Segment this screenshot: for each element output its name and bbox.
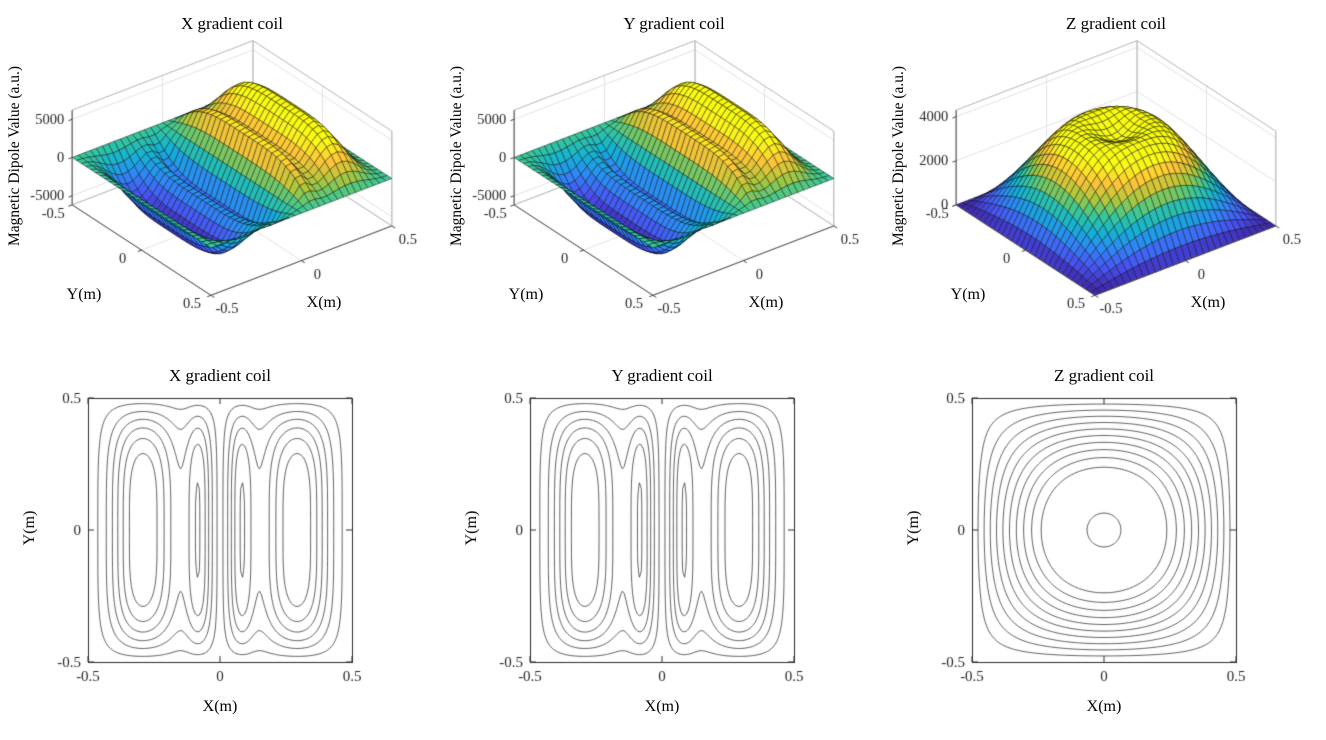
surface-plot-y-canvas — [442, 6, 884, 336]
z-axis-label: Magnetic Dipole Value (a.u.) — [6, 65, 23, 247]
y-axis-label: Y(m) — [463, 510, 480, 546]
plot-title: Z gradient coil — [1053, 366, 1155, 385]
z-axis-label: Magnetic Dipole Value (a.u.) — [448, 65, 465, 247]
plot-title: X gradient coil — [181, 14, 283, 33]
subplot-contour-y-gradient: Y gradient coil X(m) Y(m) — [442, 360, 884, 740]
subplot-surface-z-gradient: Z gradient coil X(m) Y(m) Magnetic Dipol… — [884, 6, 1326, 336]
surface-plot-z-canvas — [884, 6, 1326, 336]
plot-title: Z gradient coil — [1065, 14, 1167, 33]
x-axis-label: X(m) — [644, 698, 680, 715]
z-axis-label: Magnetic Dipole Value (a.u.) — [890, 65, 907, 247]
subplot-surface-y-gradient: Y gradient coil X(m) Y(m) Magnetic Dipol… — [442, 6, 884, 336]
y-axis-label: Y(m) — [508, 286, 544, 303]
x-axis-label: X(m) — [1190, 294, 1226, 311]
y-axis-label: Y(m) — [950, 286, 986, 303]
surface-plot-x-canvas — [0, 6, 442, 336]
contour-plot-x-canvas — [0, 360, 442, 740]
subplot-contour-z-gradient: Z gradient coil X(m) Y(m) — [884, 360, 1326, 740]
y-axis-label: Y(m) — [905, 510, 922, 546]
plot-title: Y gradient coil — [623, 14, 725, 33]
x-axis-label: X(m) — [306, 294, 342, 311]
x-axis-label: X(m) — [1086, 698, 1122, 715]
subplot-surface-x-gradient: X gradient coil X(m) Y(m) Magnetic Dipol… — [0, 6, 442, 336]
subplot-contour-x-gradient: X gradient coil X(m) Y(m) — [0, 360, 442, 740]
y-axis-label: Y(m) — [21, 510, 38, 546]
contour-plot-y-canvas — [442, 360, 884, 740]
contour-plot-z-canvas — [884, 360, 1326, 740]
x-axis-label: X(m) — [748, 294, 784, 311]
plot-title: X gradient coil — [169, 366, 271, 385]
x-axis-label: X(m) — [202, 698, 238, 715]
plot-title: Y gradient coil — [611, 366, 713, 385]
y-axis-label: Y(m) — [66, 286, 102, 303]
